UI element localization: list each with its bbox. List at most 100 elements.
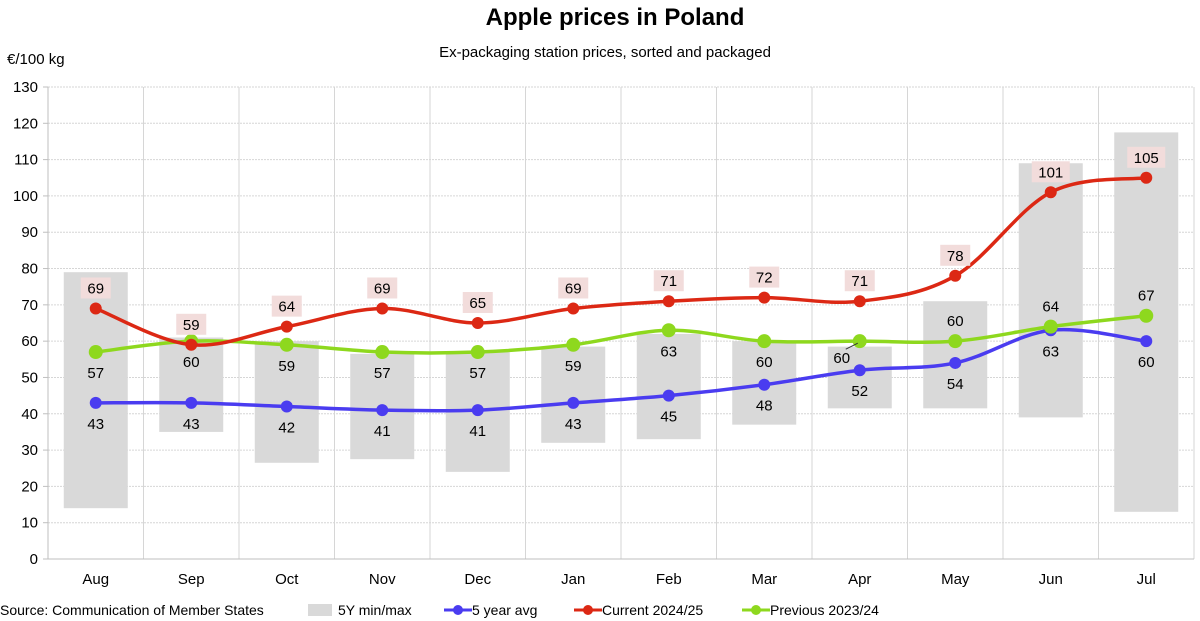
data-label-previous: 57 <box>374 365 391 382</box>
data-label-current: 78 <box>947 248 964 265</box>
data-label-current: 69 <box>565 280 582 297</box>
data-label-previous: 57 <box>87 365 104 382</box>
data-label-previous: 59 <box>278 358 295 375</box>
data-label-current: 101 <box>1038 164 1063 181</box>
x-tick-label: Jul <box>1137 571 1156 588</box>
point-current <box>853 295 866 308</box>
legend-item-avg: 5 year avg <box>444 602 537 618</box>
data-label-avg: 43 <box>87 416 104 433</box>
point-current <box>89 302 102 315</box>
data-label-previous: 59 <box>565 358 582 375</box>
legend-label-previous: Previous 2023/24 <box>770 602 879 618</box>
label-bg-current <box>940 244 971 266</box>
y-tick-label: 90 <box>21 224 38 241</box>
y-tick-label: 80 <box>21 261 38 278</box>
point-previous <box>566 337 581 352</box>
data-label-avg: 60 <box>1138 354 1155 371</box>
data-label-current: 71 <box>660 273 677 290</box>
legend-marker-previous <box>742 605 770 615</box>
x-tick-label: Dec <box>464 571 491 588</box>
chart-title: Apple prices in Poland <box>485 4 745 31</box>
x-tick-label: Jun <box>1039 571 1063 588</box>
legend-item-range: 5Y min/max <box>308 602 412 618</box>
series-lines <box>88 171 1154 417</box>
point-avg <box>1140 335 1153 348</box>
range-box <box>827 346 892 409</box>
point-previous <box>757 334 772 349</box>
point-current <box>1044 186 1057 199</box>
data-label-avg: 63 <box>1042 343 1059 360</box>
label-bg-current <box>367 277 398 299</box>
point-current <box>280 320 293 333</box>
point-current <box>758 291 771 304</box>
legend-label-range: 5Y min/max <box>338 602 412 618</box>
data-labels: 43 43 42 41 41 43 45 48 52 54 63 60 69 59 64 69 65 69 71 72… <box>80 146 1166 440</box>
point-avg <box>567 396 580 409</box>
x-tick-label: Oct <box>275 571 299 588</box>
point-avg <box>949 356 962 369</box>
point-previous <box>948 334 963 349</box>
point-previous <box>375 345 390 360</box>
point-previous <box>88 345 103 360</box>
point-current <box>1140 171 1153 184</box>
point-previous <box>852 334 867 349</box>
y-axis-label: €/100 kg <box>7 51 65 68</box>
x-tick-label: Feb <box>656 571 682 588</box>
label-bg-current <box>176 313 207 335</box>
label-leader-line <box>845 342 858 350</box>
legend-marker-current <box>574 605 602 615</box>
point-current <box>662 295 675 308</box>
y-tick-label: 40 <box>21 406 38 423</box>
range-box <box>1018 163 1083 418</box>
label-bg-current <box>653 270 684 292</box>
legend-label-current: Current 2024/25 <box>602 602 704 618</box>
data-label-previous: 67 <box>1138 288 1155 305</box>
point-previous <box>279 337 294 352</box>
data-label-previous: 63 <box>660 343 677 360</box>
point-current <box>949 269 962 282</box>
line-avg <box>95 327 1147 413</box>
y-tick-label: 110 <box>14 152 38 169</box>
y-tick-label: 130 <box>13 79 38 96</box>
data-label-current: 59 <box>183 317 200 334</box>
point-previous <box>1139 308 1154 323</box>
label-bg-current <box>749 266 780 288</box>
axes: 0 10 20 30 40 50 60 70 80 90 100 110 120 130 Aug Sep Oct… <box>13 79 1194 588</box>
label-bg-current <box>1031 161 1070 183</box>
point-current <box>471 317 484 329</box>
data-label-current: 69 <box>87 280 104 297</box>
legend-swatch-range <box>308 604 332 616</box>
x-tick-label: Sep <box>178 571 205 588</box>
legend-label-avg: 5 year avg <box>472 602 538 618</box>
data-label-previous: 60 <box>183 354 200 371</box>
data-label-current: 105 <box>1134 150 1159 167</box>
point-avg <box>471 404 484 417</box>
y-tick-label: 0 <box>30 551 38 568</box>
point-previous <box>661 323 676 338</box>
x-tick-label: Aug <box>82 571 109 588</box>
x-tick-label: Mar <box>751 571 777 588</box>
line-previous <box>95 313 1147 355</box>
data-label-previous: 57 <box>469 365 486 382</box>
label-bg-current <box>844 270 875 292</box>
point-current <box>185 338 198 351</box>
point-avg <box>758 378 771 391</box>
data-label-avg: 52 <box>851 383 868 400</box>
label-bg-current <box>462 292 493 313</box>
point-avg <box>89 396 102 409</box>
point-avg <box>185 396 198 409</box>
data-label-previous: 60 <box>833 350 850 367</box>
point-avg <box>376 404 389 417</box>
data-label-avg: 41 <box>374 423 391 440</box>
point-current <box>376 302 389 315</box>
data-label-previous: 64 <box>1042 299 1059 316</box>
data-label-current: 69 <box>374 280 391 297</box>
label-bg-current <box>558 277 589 299</box>
y-tick-label: 10 <box>21 515 38 532</box>
data-label-current: 72 <box>756 270 773 287</box>
data-label-avg: 45 <box>660 409 677 426</box>
x-tick-label: Jan <box>561 571 585 588</box>
data-label-current: 64 <box>278 299 295 316</box>
label-bg-current <box>80 277 111 299</box>
chart-subtitle: Ex-packaging station prices, sorted and … <box>439 44 771 61</box>
